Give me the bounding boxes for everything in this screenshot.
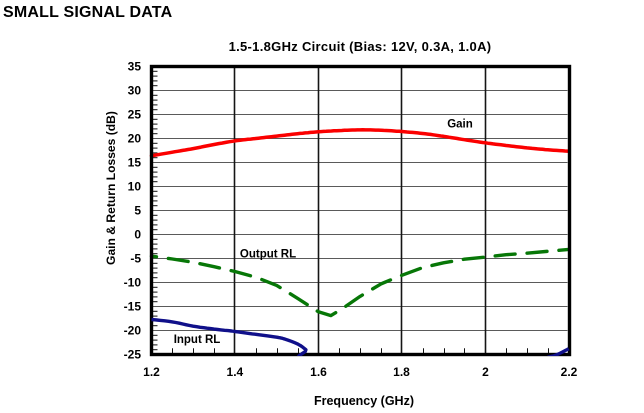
svg-text:35: 35 xyxy=(128,60,142,74)
svg-text:1.2: 1.2 xyxy=(143,365,160,379)
svg-text:Frequency (GHz): Frequency (GHz) xyxy=(314,394,414,408)
svg-text:20: 20 xyxy=(128,132,142,146)
svg-text:Output RL: Output RL xyxy=(240,249,296,261)
svg-text:-25: -25 xyxy=(124,348,142,362)
svg-text:Gain & Return Losses (dB): Gain & Return Losses (dB) xyxy=(104,111,118,265)
svg-text:Input RL: Input RL xyxy=(174,334,221,346)
svg-text:25: 25 xyxy=(128,108,142,122)
svg-text:1.5-1.8GHz Circuit (Bias: 12V,: 1.5-1.8GHz Circuit (Bias: 12V, 0.3A, 1.0… xyxy=(229,39,492,54)
svg-text:2: 2 xyxy=(482,365,489,379)
svg-text:1.4: 1.4 xyxy=(227,365,244,379)
svg-text:1.6: 1.6 xyxy=(310,365,327,379)
svg-text:-15: -15 xyxy=(124,300,142,314)
svg-text:0: 0 xyxy=(134,228,141,242)
svg-text:1.8: 1.8 xyxy=(393,365,410,379)
svg-text:-10: -10 xyxy=(124,276,142,290)
svg-text:10: 10 xyxy=(128,180,142,194)
svg-text:Gain: Gain xyxy=(447,119,473,131)
svg-text:-5: -5 xyxy=(130,252,141,266)
svg-text:2.2: 2.2 xyxy=(561,365,578,379)
svg-text:SMALL SIGNAL DATA: SMALL SIGNAL DATA xyxy=(3,4,173,21)
svg-text:5: 5 xyxy=(134,204,141,218)
svg-text:15: 15 xyxy=(128,156,142,170)
svg-text:30: 30 xyxy=(128,84,142,98)
svg-text:-20: -20 xyxy=(124,324,142,338)
